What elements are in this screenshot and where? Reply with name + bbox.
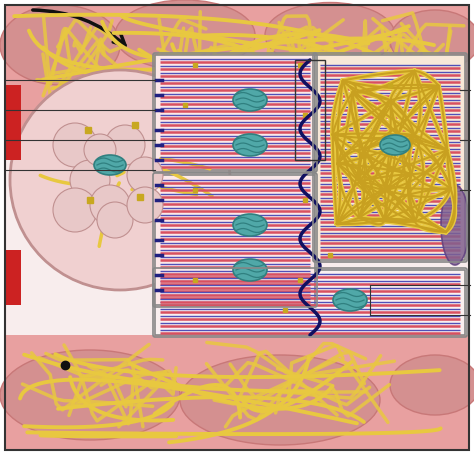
Ellipse shape [115, 0, 255, 70]
Circle shape [53, 188, 97, 232]
Circle shape [127, 157, 163, 193]
Bar [315, 55, 465, 260]
Circle shape [84, 134, 116, 166]
Ellipse shape [0, 350, 180, 440]
Ellipse shape [233, 134, 267, 156]
Bar [5, 250, 21, 305]
Circle shape [90, 185, 130, 225]
Ellipse shape [94, 155, 126, 175]
Circle shape [53, 123, 97, 167]
Ellipse shape [233, 214, 267, 236]
Circle shape [105, 125, 145, 165]
Ellipse shape [441, 185, 469, 265]
Circle shape [127, 187, 163, 223]
Ellipse shape [0, 5, 120, 85]
Ellipse shape [390, 10, 474, 70]
Bar [5, 85, 21, 160]
Bar [5, 140, 469, 335]
Ellipse shape [265, 2, 395, 67]
Ellipse shape [233, 259, 267, 281]
Circle shape [97, 202, 133, 238]
Bar [155, 270, 465, 335]
Circle shape [70, 160, 110, 200]
Bar [5, 330, 469, 450]
Ellipse shape [390, 355, 474, 415]
Circle shape [10, 70, 230, 290]
Bar [155, 175, 315, 305]
Bar [155, 55, 315, 170]
Ellipse shape [380, 135, 410, 155]
Ellipse shape [233, 89, 267, 111]
Ellipse shape [333, 289, 367, 311]
Bar [295, 60, 325, 160]
Bar [5, 5, 469, 145]
Ellipse shape [180, 355, 380, 445]
